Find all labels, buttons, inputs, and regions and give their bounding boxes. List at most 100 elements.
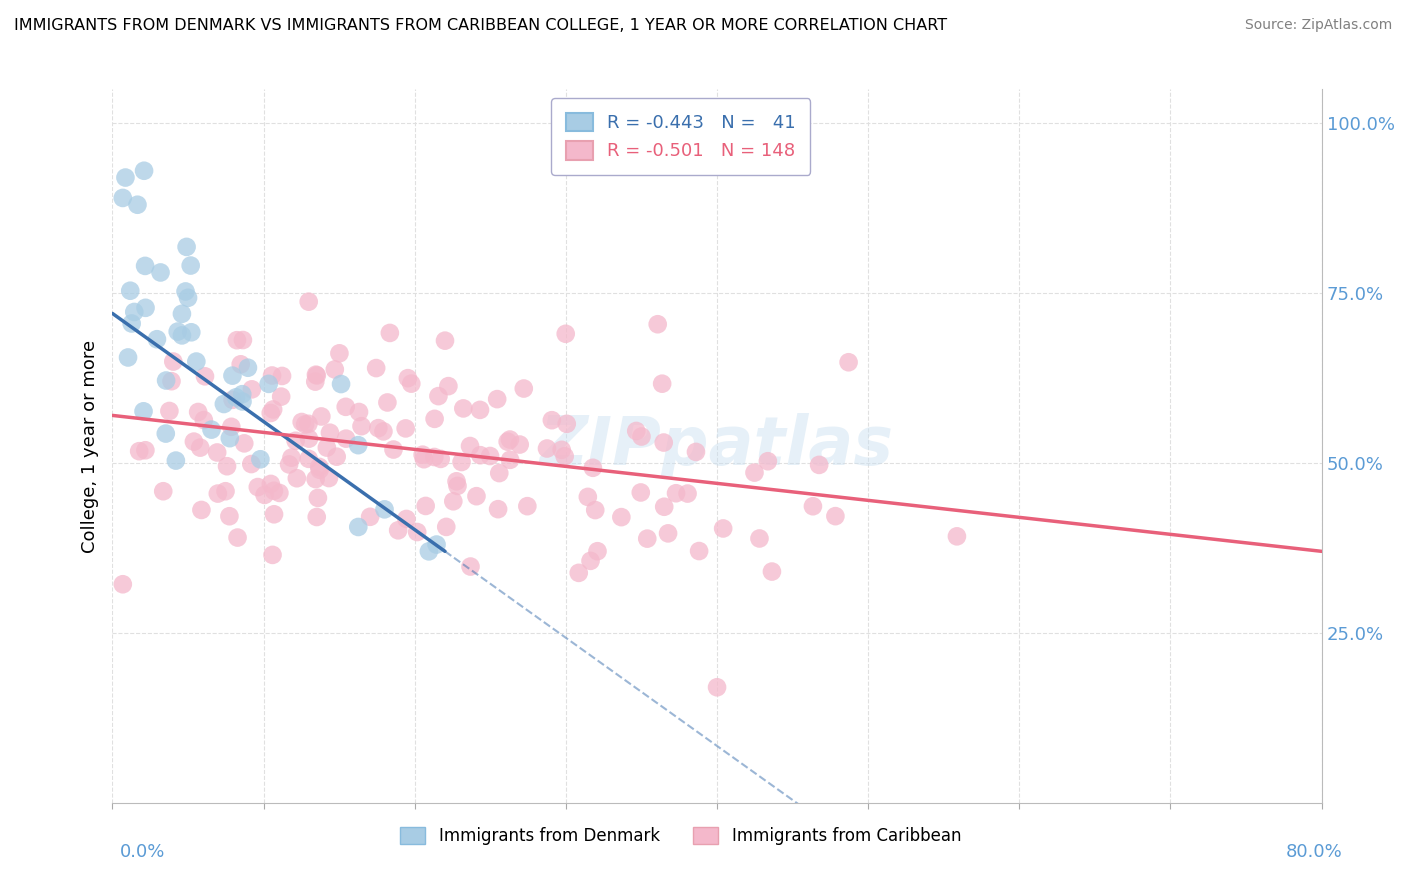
Point xyxy=(328,346,350,360)
Point xyxy=(155,374,177,388)
Point xyxy=(427,389,450,403)
Point xyxy=(946,529,969,543)
Point xyxy=(114,170,136,185)
Point xyxy=(257,376,280,391)
Point xyxy=(205,445,228,459)
Point xyxy=(262,548,284,562)
Point xyxy=(170,328,193,343)
Y-axis label: College, 1 year or more: College, 1 year or more xyxy=(80,340,98,552)
Point xyxy=(229,357,252,371)
Point xyxy=(249,452,271,467)
Point xyxy=(311,409,333,424)
Point xyxy=(111,191,134,205)
Point xyxy=(294,417,316,432)
Point xyxy=(626,424,648,438)
Point xyxy=(263,508,285,522)
Point xyxy=(808,458,831,472)
Point xyxy=(200,423,222,437)
Point xyxy=(665,486,688,500)
Point xyxy=(319,425,342,440)
Point xyxy=(377,395,399,409)
Point xyxy=(479,449,502,463)
Point xyxy=(180,326,202,340)
Point xyxy=(450,455,472,469)
Point xyxy=(297,417,319,431)
Point xyxy=(801,500,824,514)
Point xyxy=(586,544,609,558)
Point xyxy=(174,285,197,299)
Point xyxy=(190,503,212,517)
Point xyxy=(298,294,321,309)
Point xyxy=(433,334,456,348)
Point xyxy=(260,406,283,420)
Point xyxy=(374,502,396,516)
Point xyxy=(536,442,558,456)
Point xyxy=(278,458,301,472)
Point xyxy=(423,450,446,464)
Point xyxy=(221,368,243,383)
Point xyxy=(429,451,451,466)
Point xyxy=(423,412,446,426)
Point xyxy=(260,477,283,491)
Point xyxy=(367,421,389,435)
Point xyxy=(437,379,460,393)
Point xyxy=(446,475,468,489)
Point xyxy=(744,466,766,480)
Point xyxy=(308,459,330,474)
Point xyxy=(330,377,353,392)
Point xyxy=(298,451,321,466)
Point xyxy=(135,301,157,315)
Point xyxy=(468,403,491,417)
Point xyxy=(127,198,149,212)
Point xyxy=(124,305,146,319)
Point xyxy=(304,375,326,389)
Point xyxy=(146,332,169,346)
Point xyxy=(350,419,373,434)
Point xyxy=(162,354,184,368)
Point xyxy=(132,404,155,418)
Point xyxy=(395,512,418,526)
Point xyxy=(395,421,418,435)
Point xyxy=(425,537,447,551)
Point xyxy=(541,413,564,427)
Point xyxy=(232,333,254,347)
Point xyxy=(120,284,142,298)
Point xyxy=(218,431,240,445)
Point xyxy=(378,326,401,340)
Point xyxy=(226,531,249,545)
Point xyxy=(499,433,522,447)
Point xyxy=(304,472,326,486)
Point xyxy=(496,434,519,449)
Point xyxy=(396,371,419,385)
Point xyxy=(630,485,652,500)
Point xyxy=(240,382,263,396)
Point xyxy=(225,390,247,404)
Point xyxy=(630,429,652,443)
Point xyxy=(582,460,605,475)
Point xyxy=(652,435,675,450)
Point xyxy=(221,392,243,407)
Point xyxy=(579,554,602,568)
Point xyxy=(134,259,156,273)
Point xyxy=(366,361,388,376)
Point xyxy=(406,524,429,539)
Point xyxy=(305,368,328,382)
Point xyxy=(226,333,249,347)
Point xyxy=(305,510,328,524)
Point xyxy=(236,360,259,375)
Point xyxy=(470,448,492,462)
Point xyxy=(285,471,308,485)
Point xyxy=(170,307,193,321)
Point xyxy=(373,425,395,439)
Point xyxy=(415,499,437,513)
Point xyxy=(761,565,783,579)
Point xyxy=(157,404,180,418)
Point xyxy=(401,376,423,391)
Point xyxy=(221,419,243,434)
Point xyxy=(335,400,357,414)
Point xyxy=(117,351,139,365)
Point xyxy=(652,500,675,514)
Point xyxy=(418,544,440,558)
Point xyxy=(180,259,202,273)
Point xyxy=(253,488,276,502)
